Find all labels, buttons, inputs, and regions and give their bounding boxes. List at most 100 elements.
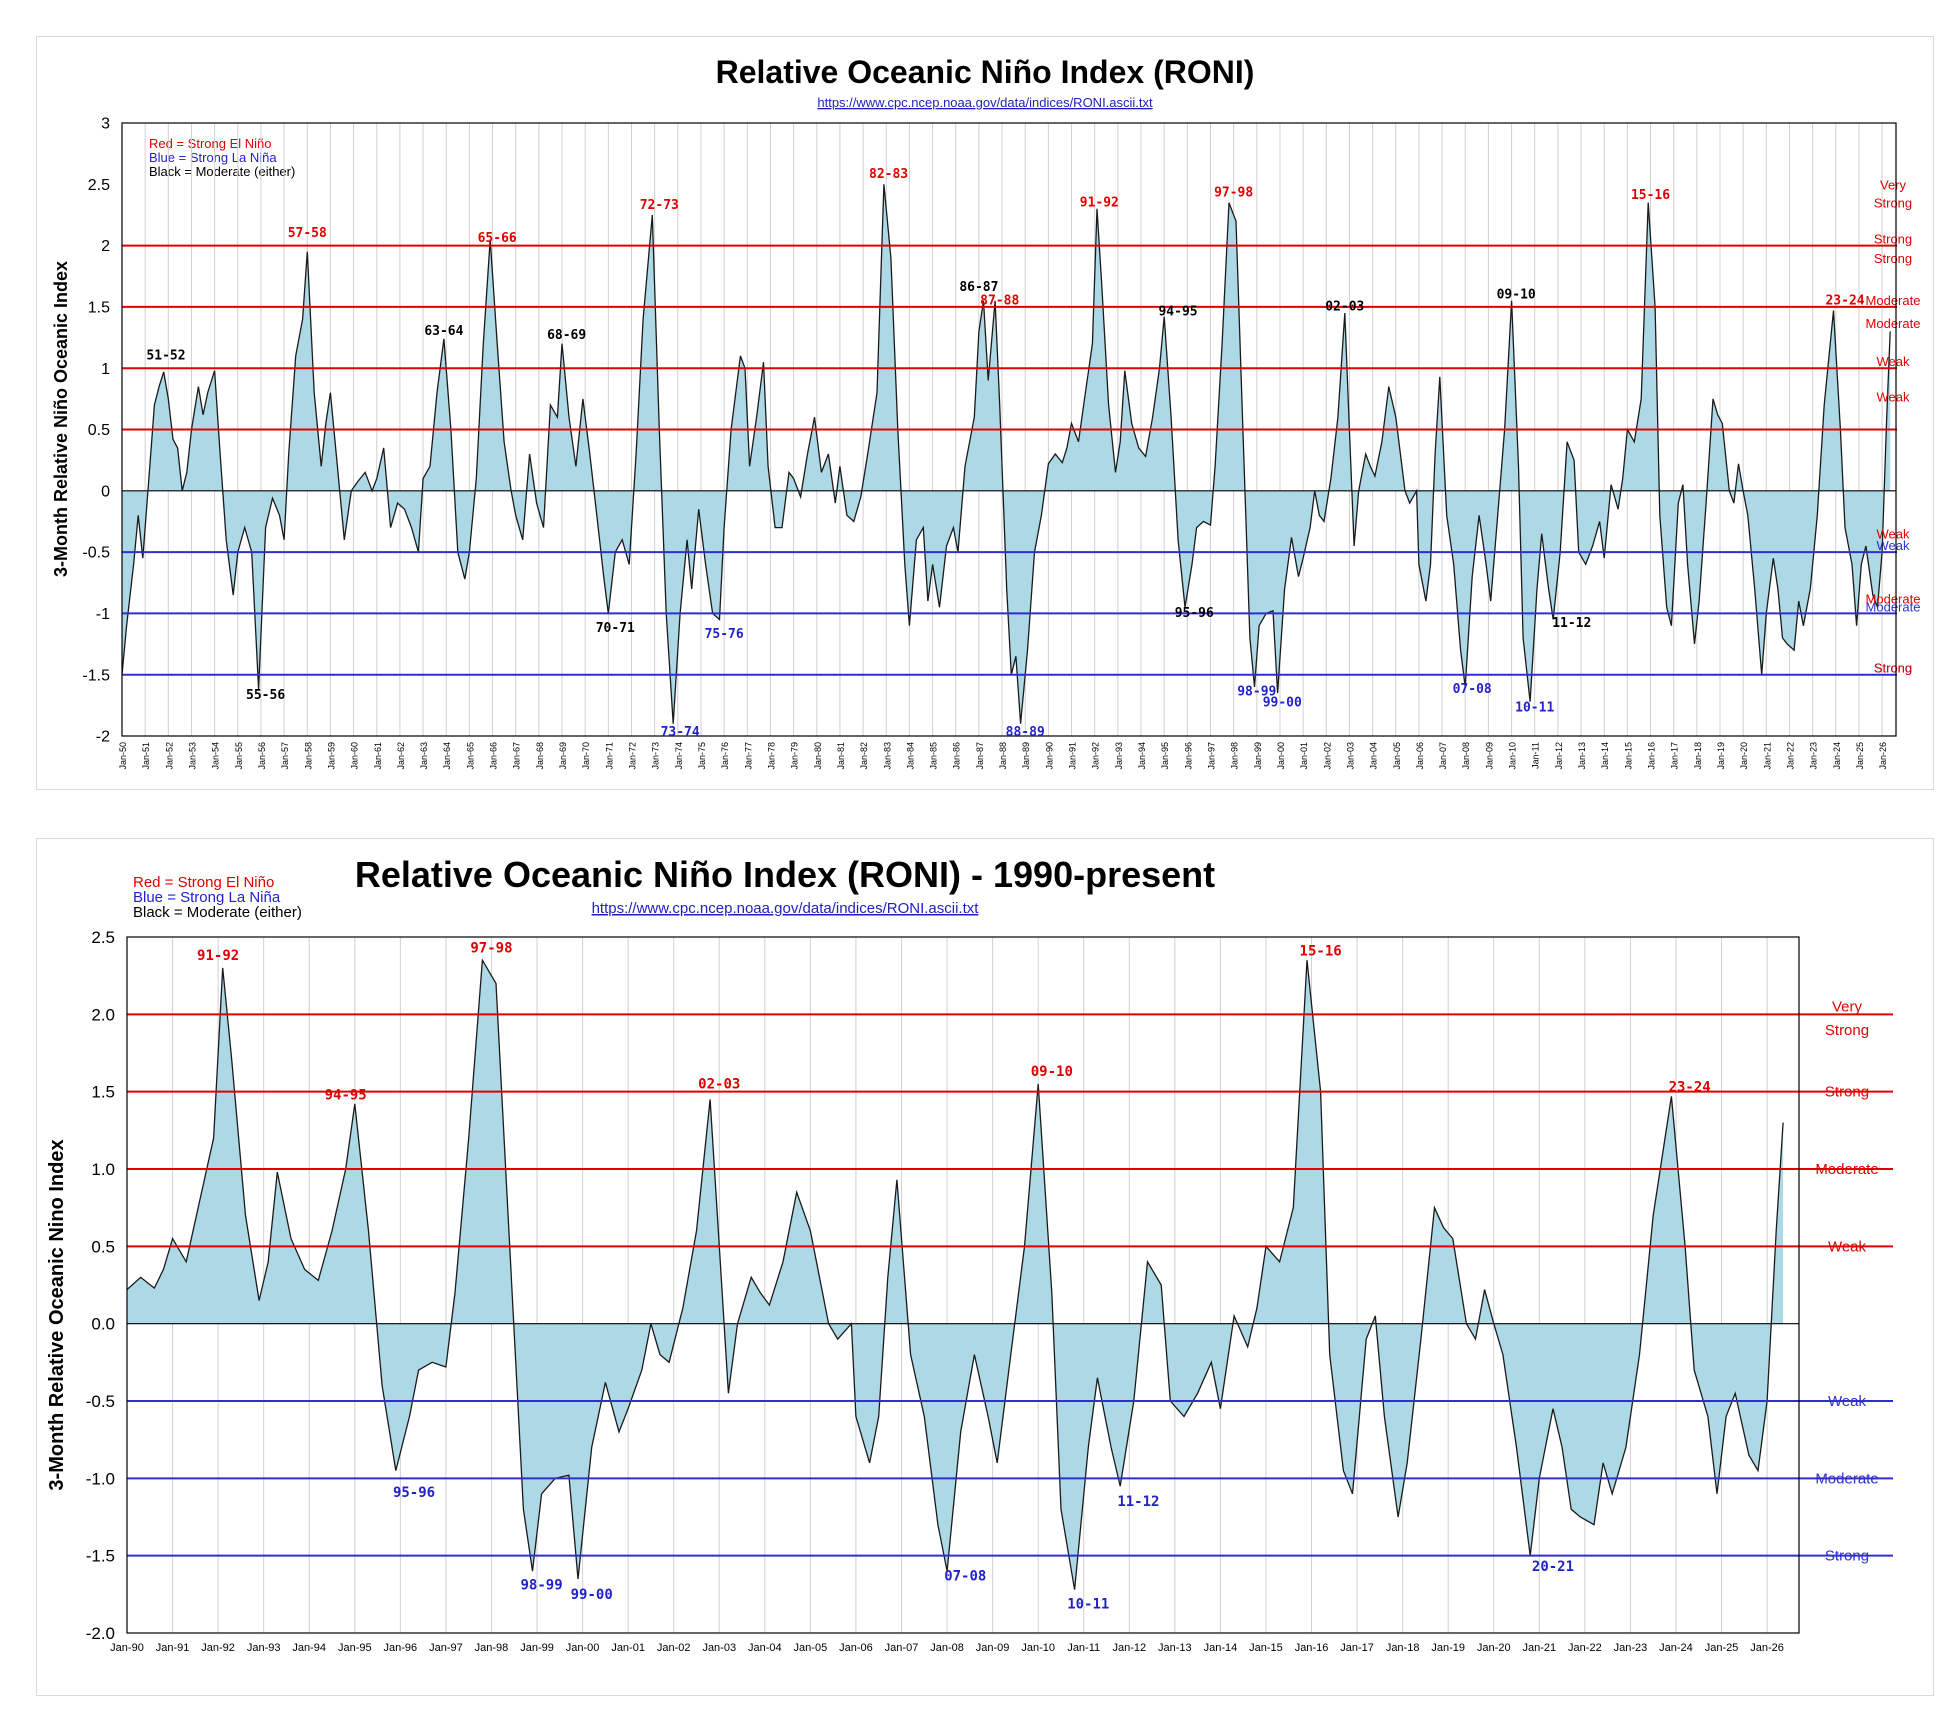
x-tick-label: Jan-61 (373, 742, 383, 770)
x-tick-label: Jan-73 (651, 742, 661, 770)
event-label: 88-89 (1006, 725, 1045, 740)
x-tick-label: Jan-01 (611, 1642, 645, 1654)
event-label: 97-98 (470, 940, 512, 956)
event-label: 02-03 (698, 1077, 740, 1093)
event-label: 86-87 (959, 280, 998, 295)
x-tick-label: Jan-76 (720, 742, 730, 770)
roni-chart-1990-present: Relative Oceanic Niño Index (RONI) - 199… (46, 854, 1893, 1654)
y-tick-label: -1.5 (86, 1547, 115, 1566)
x-tick-label: Jan-19 (1716, 742, 1726, 770)
x-tick-label: Jan-15 (1623, 742, 1633, 770)
x-tick-label: Jan-08 (930, 1642, 964, 1654)
x-tick-label: Jan-22 (1568, 1642, 1602, 1654)
legend-item-black: Black = Moderate (either) (149, 164, 295, 179)
threshold-label: Moderate (1866, 599, 1921, 614)
x-tick-label: Jan-07 (885, 1642, 919, 1654)
x-tick-label: Jan-63 (419, 742, 429, 770)
x-tick-label: Jan-14 (1600, 742, 1610, 770)
x-tick-label: Jan-16 (1295, 1642, 1329, 1654)
threshold-label: Moderate (1866, 293, 1921, 308)
x-tick-label: Jan-98 (1230, 742, 1240, 770)
x-tick-label: Jan-09 (976, 1642, 1010, 1654)
x-tick-label: Jan-04 (1369, 742, 1379, 770)
y-tick-label: 3 (101, 116, 110, 133)
x-tick-label: Jan-23 (1614, 1642, 1648, 1654)
event-label: 07-08 (1453, 682, 1492, 697)
source-link[interactable]: https://www.cpc.ncep.noaa.gov/data/indic… (592, 900, 980, 917)
chart-title: Relative Oceanic Niño Index (RONI) - 199… (355, 854, 1215, 895)
event-label: 09-10 (1497, 287, 1536, 302)
event-label: 95-96 (393, 1485, 435, 1501)
x-tick-label: Jan-05 (794, 1642, 828, 1654)
plot-area-border (126, 936, 1800, 1634)
x-tick-label: Jan-66 (489, 742, 499, 770)
x-tick-label: Jan-26 (1878, 742, 1888, 770)
x-tick-label: Jan-06 (1415, 742, 1425, 770)
x-tick-label: Jan-51 (141, 742, 151, 770)
event-label: 15-16 (1300, 944, 1342, 960)
x-tick-label: Jan-91 (1068, 742, 1078, 770)
x-tick-label: Jan-18 (1693, 742, 1703, 770)
intensity-label: Very (1880, 177, 1907, 192)
y-tick-label: -1.0 (86, 1469, 115, 1488)
x-tick-label: Jan-95 (338, 1642, 372, 1654)
intensity-label: Weak (1877, 527, 1910, 542)
y-tick-label: -1 (96, 606, 110, 623)
y-tick-label: -1.5 (82, 667, 110, 684)
event-label: 20-21 (1532, 1559, 1574, 1575)
event-label: 11-12 (1552, 616, 1591, 631)
x-tick-label: Jan-55 (234, 742, 244, 770)
x-tick-label: Jan-52 (164, 742, 174, 770)
y-tick-label: 0 (101, 483, 110, 500)
y-tick-label: 0.5 (91, 1237, 115, 1256)
event-label: 97-98 (1214, 186, 1253, 201)
x-tick-label: Jan-92 (201, 1642, 235, 1654)
x-tick-label: Jan-97 (429, 1642, 463, 1654)
x-tick-label: Jan-01 (1299, 742, 1309, 770)
x-tick-label: Jan-79 (790, 742, 800, 770)
x-tick-label: Jan-99 (1253, 742, 1263, 770)
x-tick-label: Jan-05 (1392, 742, 1402, 770)
intensity-label: Strong (1874, 660, 1912, 675)
intensity-label: Very (1832, 999, 1863, 1016)
x-tick-label: Jan-74 (674, 742, 684, 770)
x-tick-label: Jan-82 (859, 742, 869, 770)
threshold-label: Weak (1877, 354, 1910, 369)
index-area-fill (127, 960, 1784, 1590)
event-label: 73-74 (661, 725, 700, 740)
event-label: 51-52 (146, 349, 185, 364)
event-label: 99-00 (571, 1587, 613, 1603)
x-tick-label: Jan-56 (257, 742, 267, 770)
event-label: 91-92 (197, 948, 239, 964)
x-tick-label: Jan-62 (396, 742, 406, 770)
threshold-label: Weak (1828, 1238, 1867, 1255)
x-tick-label: Jan-10 (1508, 742, 1518, 770)
x-tick-label: Jan-86 (952, 742, 962, 770)
x-tick-label: Jan-11 (1531, 742, 1541, 769)
legend-item-black: Black = Moderate (either) (133, 904, 302, 921)
event-label: 57-58 (288, 226, 327, 241)
x-tick-label: Jan-02 (657, 1642, 691, 1654)
x-tick-label: Jan-12 (1112, 1642, 1146, 1654)
threshold-label: Weak (1877, 538, 1910, 553)
x-tick-label: Jan-09 (1484, 742, 1494, 770)
x-tick-label: Jan-85 (929, 742, 939, 770)
event-label: 72-73 (640, 198, 679, 213)
intensity-label: Moderate (1866, 316, 1921, 331)
x-tick-label: Jan-80 (813, 742, 823, 770)
x-tick-label: Jan-88 (998, 742, 1008, 770)
threshold-label: Strong (1825, 1548, 1869, 1565)
x-tick-label: Jan-13 (1577, 742, 1587, 770)
plot-area-border (121, 122, 1897, 737)
x-tick-label: Jan-68 (535, 742, 545, 770)
x-tick-label: Jan-78 (766, 742, 776, 770)
legend-item-blue: Blue = Strong La Niña (133, 889, 281, 906)
x-tick-label: Jan-17 (1340, 1642, 1374, 1654)
intensity-label: Strong (1874, 196, 1912, 211)
x-tick-label: Jan-14 (1204, 1642, 1238, 1654)
threshold-label: Strong (1874, 661, 1912, 676)
x-tick-label: Jan-87 (975, 742, 985, 770)
chart-panel-full-history: Relative Oceanic Niño Index (RONI) https… (36, 36, 1934, 790)
y-tick-label: -0.5 (86, 1392, 115, 1411)
source-link[interactable]: https://www.cpc.ncep.noaa.gov/data/indic… (817, 95, 1153, 110)
